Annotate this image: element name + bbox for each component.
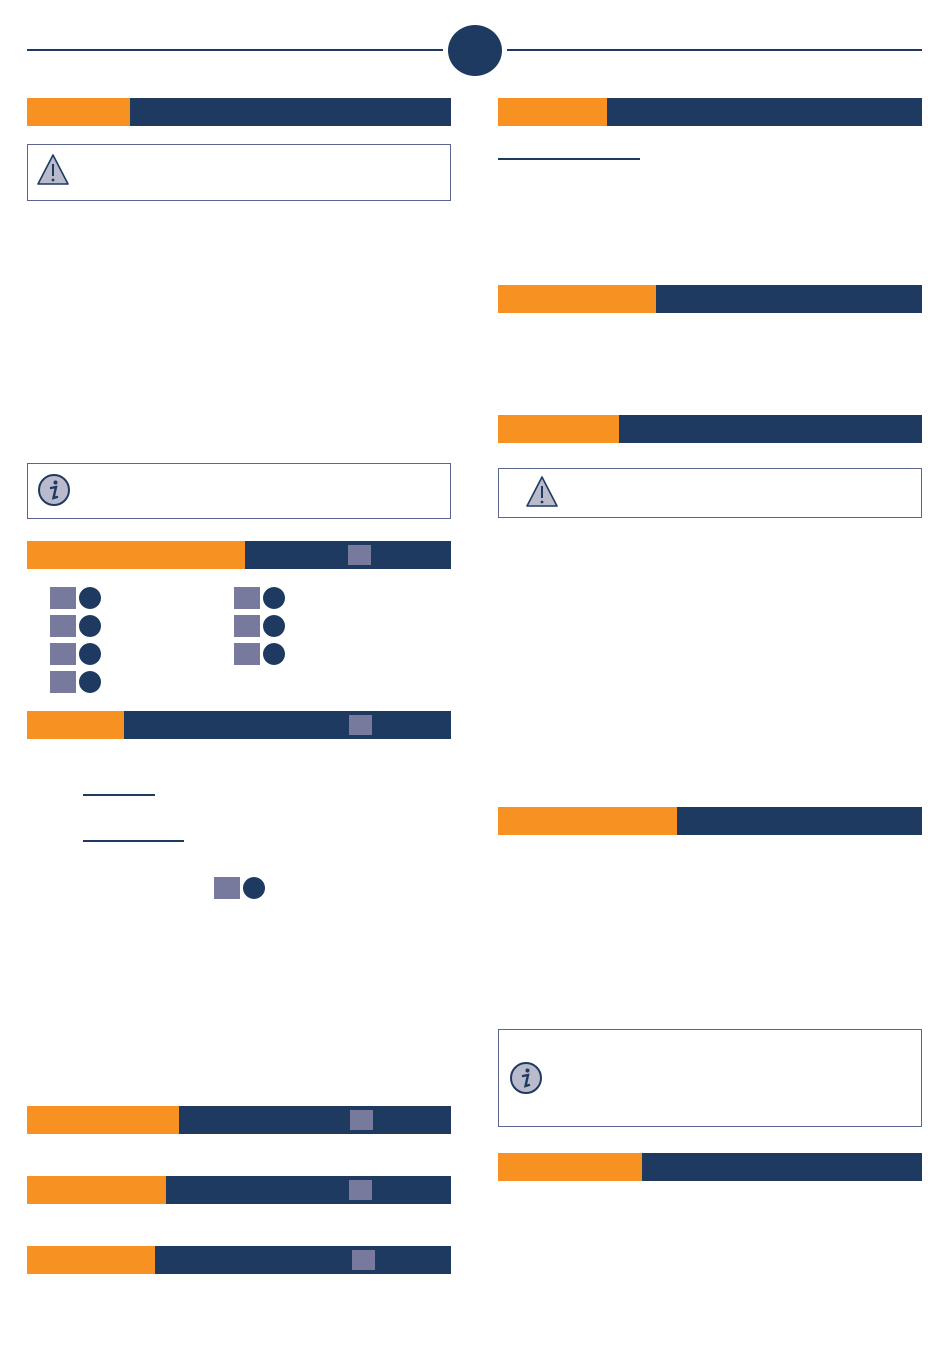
section-heading-bar (27, 541, 451, 569)
section-heading-bar (27, 1176, 451, 1204)
underline-link[interactable] (83, 840, 184, 842)
marker-dot (263, 643, 285, 665)
marker-square (234, 615, 260, 637)
section-heading-bar (27, 1246, 451, 1274)
section-heading-bar (498, 1153, 922, 1181)
header-rule-left (27, 49, 443, 51)
marker-square (50, 587, 76, 609)
marker-square (352, 1250, 375, 1270)
info-box (27, 463, 451, 519)
marker-square (214, 877, 240, 899)
section-heading-bar (27, 98, 451, 126)
info-circle-icon (38, 474, 70, 506)
marker-square (350, 1110, 373, 1130)
marker-square (348, 545, 371, 565)
marker-dot (243, 877, 265, 899)
underline-link[interactable] (498, 158, 640, 160)
marker-dot (263, 615, 285, 637)
marker-square (349, 1180, 372, 1200)
marker-dot (79, 587, 101, 609)
section-heading-bar (498, 807, 922, 835)
section-heading-bar (498, 98, 922, 126)
marker-square (50, 615, 76, 637)
warning-triangle-icon (526, 476, 558, 507)
warning-triangle-icon (37, 154, 69, 185)
underline-link[interactable] (83, 794, 155, 796)
section-heading-bar (27, 1106, 451, 1134)
marker-dot (79, 615, 101, 637)
section-heading-bar (27, 711, 451, 739)
header-rule-right (507, 49, 922, 51)
section-heading-bar (498, 285, 922, 313)
section-heading-bar (498, 415, 922, 443)
page-number-badge (448, 25, 502, 76)
warning-box (27, 144, 451, 201)
marker-square (349, 715, 372, 735)
marker-square (50, 671, 76, 693)
marker-square (234, 643, 260, 665)
info-circle-icon (510, 1062, 542, 1094)
info-box (498, 1029, 922, 1127)
warning-box (498, 468, 922, 518)
marker-dot (263, 587, 285, 609)
marker-dot (79, 643, 101, 665)
marker-square (50, 643, 76, 665)
marker-square (234, 587, 260, 609)
marker-dot (79, 671, 101, 693)
